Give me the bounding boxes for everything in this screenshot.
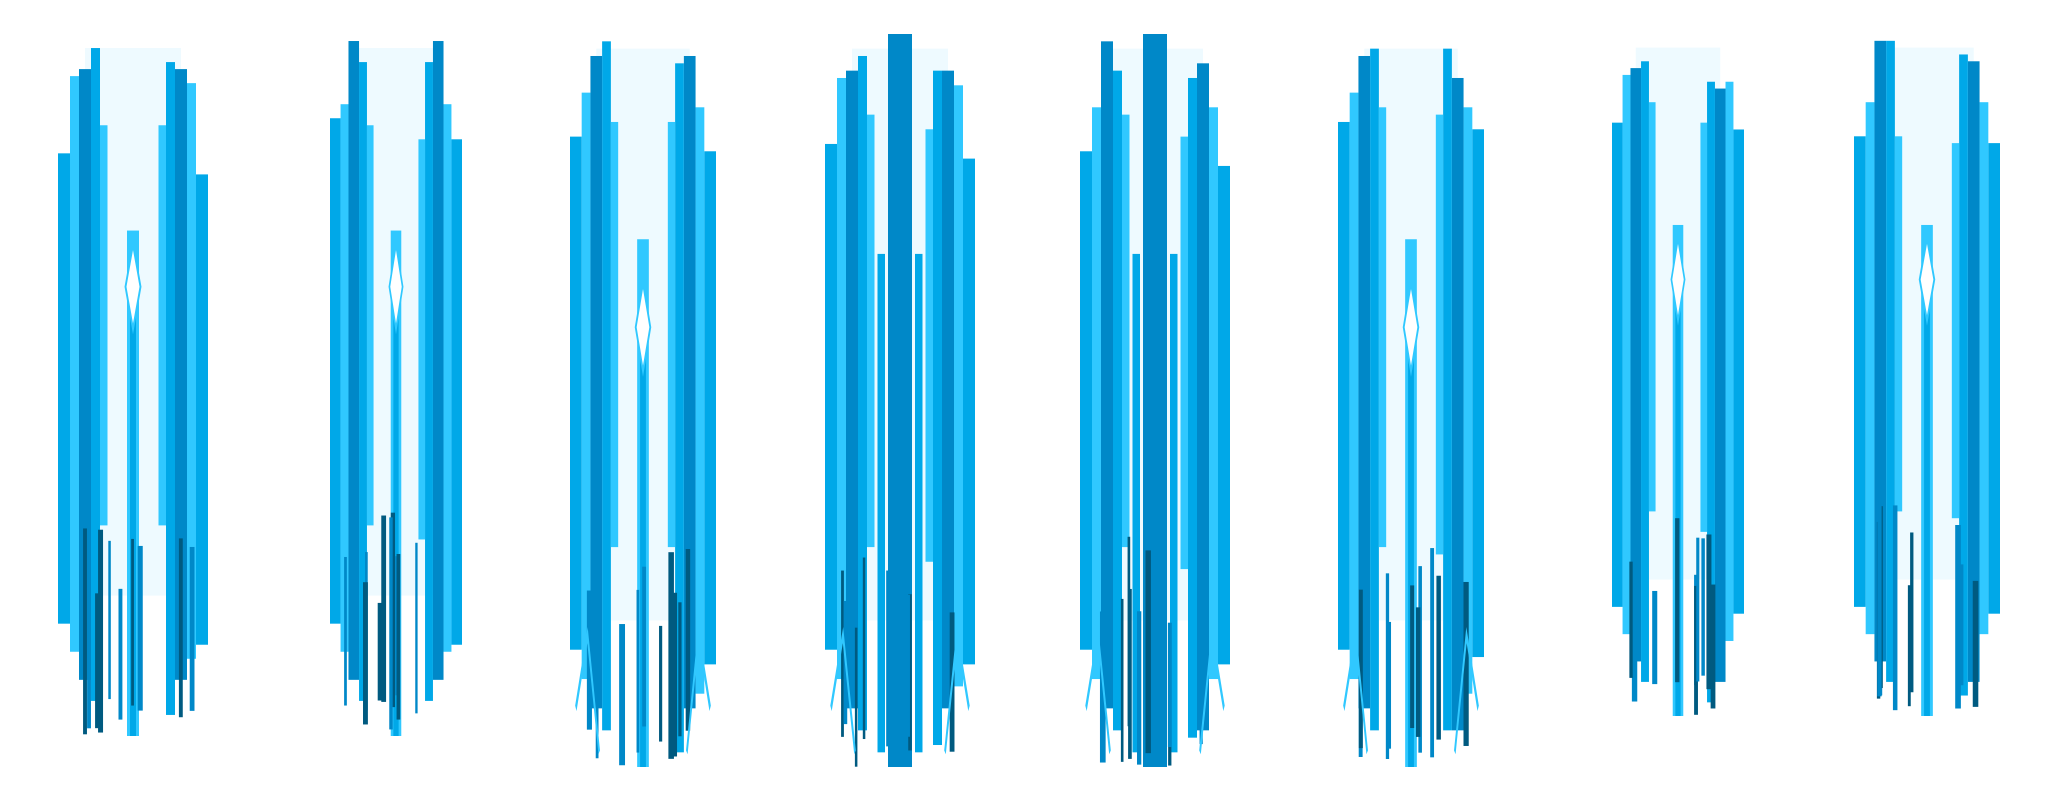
- beam-sprite: [1080, 34, 1230, 767]
- beam-sprite: [570, 41, 716, 767]
- energy-beam-frame-3: [570, 34, 716, 767]
- beam-sprite: [1854, 40, 2000, 716]
- energy-beam-frame-5: [1080, 34, 1230, 767]
- beam-sprite: [58, 48, 208, 736]
- energy-beam-frame-6: [1338, 34, 1484, 767]
- beam-sprite: [1612, 47, 1744, 716]
- energy-beam-frame-7: [1612, 34, 1744, 716]
- energy-beam-frame-1: [58, 34, 208, 736]
- beam-sprite: [1338, 48, 1484, 767]
- energy-beam-frame-4: [825, 34, 975, 767]
- beam-sprite: [825, 34, 975, 767]
- energy-beam-frame-8: [1854, 34, 2000, 716]
- beam-sprite: [330, 41, 462, 736]
- energy-beam-frame-2: [330, 34, 462, 736]
